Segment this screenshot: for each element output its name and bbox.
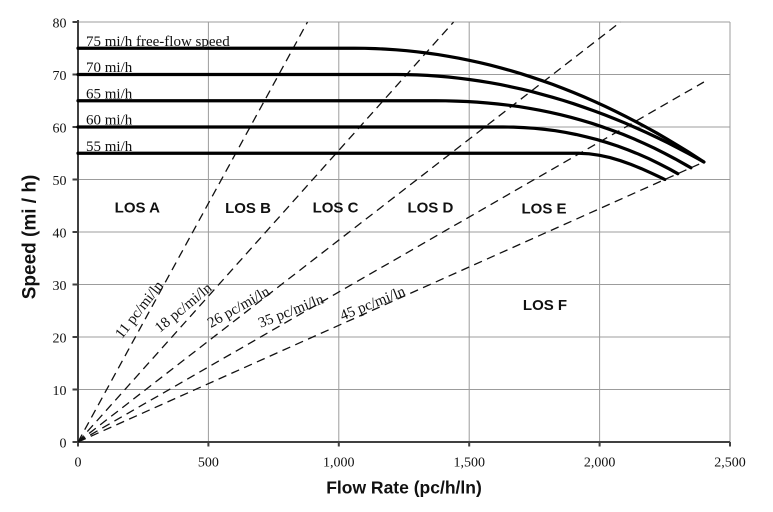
svg-text:70: 70 <box>53 69 67 84</box>
svg-text:60 mi/h: 60 mi/h <box>86 113 133 129</box>
svg-text:40: 40 <box>53 227 67 242</box>
svg-text:65 mi/h: 65 mi/h <box>86 86 133 102</box>
svg-text:80: 80 <box>53 17 67 32</box>
svg-text:2,500: 2,500 <box>714 456 746 471</box>
svg-text:1,500: 1,500 <box>453 456 485 471</box>
svg-text:0: 0 <box>75 456 82 471</box>
svg-text:Speed (mi / h): Speed (mi / h) <box>20 175 41 300</box>
svg-text:75 mi/h free-flow speed: 75 mi/h free-flow speed <box>86 34 230 50</box>
svg-text:50: 50 <box>53 174 67 189</box>
svg-text:70 mi/h: 70 mi/h <box>86 60 133 76</box>
svg-text:30: 30 <box>53 279 67 294</box>
svg-text:2,000: 2,000 <box>584 456 616 471</box>
svg-text:500: 500 <box>198 456 219 471</box>
svg-text:60: 60 <box>53 122 67 137</box>
svg-text:Flow Rate (pc/h/ln): Flow Rate (pc/h/ln) <box>326 478 482 498</box>
svg-text:20: 20 <box>53 332 67 347</box>
svg-text:LOS D: LOS D <box>407 200 453 217</box>
svg-text:10: 10 <box>53 384 67 399</box>
svg-text:LOS A: LOS A <box>115 200 160 217</box>
svg-text:0: 0 <box>60 437 67 452</box>
svg-text:LOS E: LOS E <box>521 201 566 218</box>
svg-text:LOS C: LOS C <box>313 200 359 217</box>
svg-text:55 mi/h: 55 mi/h <box>86 139 133 155</box>
svg-text:LOS B: LOS B <box>225 200 271 217</box>
svg-text:LOS F: LOS F <box>523 297 567 314</box>
svg-text:1,000: 1,000 <box>323 456 355 471</box>
